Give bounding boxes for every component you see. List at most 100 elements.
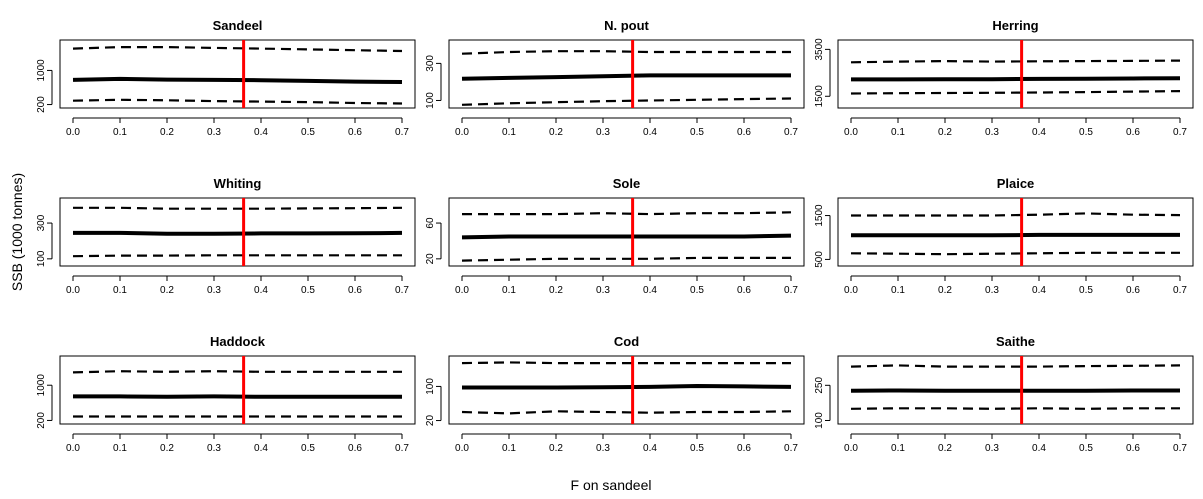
x-tick-label: 0.1 bbox=[113, 127, 127, 138]
x-tick-label: 0.7 bbox=[1173, 443, 1187, 454]
y-tick-label: 100 bbox=[36, 250, 47, 267]
x-tick-label: 0.4 bbox=[254, 443, 268, 454]
x-tick-label: 0.7 bbox=[784, 127, 798, 138]
x-tick-label: 0.0 bbox=[455, 285, 469, 296]
x-tick-label: 0.2 bbox=[160, 285, 174, 296]
x-tick-label: 0.4 bbox=[643, 285, 657, 296]
x-tick-label: 0.5 bbox=[301, 285, 315, 296]
series-line-median bbox=[73, 230, 403, 236]
x-tick-label: 0.0 bbox=[455, 443, 469, 454]
x-tick-label: 0.7 bbox=[784, 443, 798, 454]
y-tick-label: 60 bbox=[425, 217, 436, 229]
series-line-lower-bound bbox=[461, 410, 792, 415]
y-tick-label: 300 bbox=[425, 55, 436, 72]
panel-saithe: Saithe 0.0 0.1 0.2 0.3 0.4 0.5 0.6 0.7 100 250 bbox=[814, 334, 1194, 454]
y-axis-title: SSB (1000 tonnes) bbox=[9, 173, 25, 291]
x-tick-label: 0.5 bbox=[690, 285, 704, 296]
x-tick-label: 0.2 bbox=[938, 127, 952, 138]
x-tick-label: 0.1 bbox=[502, 443, 516, 454]
x-tick-label: 0.5 bbox=[1079, 285, 1093, 296]
series-line-lower-bound bbox=[461, 256, 791, 262]
x-tick-label: 0.6 bbox=[1126, 127, 1140, 138]
x-tick-label: 0.2 bbox=[549, 443, 563, 454]
panel-title: Sole bbox=[613, 176, 640, 191]
x-tick-label: 0.7 bbox=[395, 127, 409, 138]
x-tick-label: 0.6 bbox=[348, 285, 362, 296]
x-tick-label: 0.2 bbox=[938, 285, 952, 296]
x-tick-label: 0.5 bbox=[1079, 443, 1093, 454]
x-tick-label: 0.3 bbox=[596, 443, 610, 454]
x-tick-label: 0.1 bbox=[891, 127, 905, 138]
x-tick-label: 0.0 bbox=[844, 127, 858, 138]
x-tick-label: 0.5 bbox=[301, 127, 315, 138]
x-tick-label: 0.0 bbox=[844, 443, 858, 454]
series-line-lower-bound bbox=[72, 254, 402, 258]
y-tick-label: 250 bbox=[814, 377, 825, 394]
x-tick-label: 0.5 bbox=[301, 443, 315, 454]
x-tick-label: 0.6 bbox=[1126, 443, 1140, 454]
series-line-upper-bound bbox=[72, 370, 402, 374]
plot-frame bbox=[59, 355, 416, 425]
x-tick-label: 0.1 bbox=[113, 443, 127, 454]
x-tick-label: 0.6 bbox=[737, 443, 751, 454]
x-tick-label: 0.3 bbox=[207, 443, 221, 454]
x-tick-label: 0.6 bbox=[737, 285, 751, 296]
x-tick-label: 0.4 bbox=[1032, 127, 1046, 138]
plot-frame bbox=[837, 39, 1194, 109]
x-tick-label: 0.1 bbox=[891, 285, 905, 296]
plot-frame bbox=[59, 197, 416, 267]
panel-sandeel: Sandeel 0.0 0.1 0.2 0.3 0.4 0.5 0.6 0.7 200 1000 bbox=[36, 18, 416, 138]
y-tick-label: 20 bbox=[425, 253, 436, 265]
x-tick-label: 0.0 bbox=[66, 127, 80, 138]
x-tick-label: 0.5 bbox=[690, 443, 704, 454]
panel-cod: Cod 0.0 0.1 0.2 0.3 0.4 0.5 0.6 0.7 20 100 bbox=[425, 334, 805, 454]
x-tick-label: 0.4 bbox=[254, 127, 268, 138]
panel-title: Plaice bbox=[997, 176, 1035, 191]
series-line-lower-bound bbox=[461, 97, 792, 106]
x-tick-label: 0.3 bbox=[596, 285, 610, 296]
x-tick-label: 0.3 bbox=[207, 127, 221, 138]
x-axis-title: F on sandeel bbox=[571, 477, 652, 493]
plot-frame bbox=[448, 197, 805, 267]
x-tick-label: 0.3 bbox=[207, 285, 221, 296]
x-tick-label: 0.0 bbox=[66, 443, 80, 454]
series-line-median bbox=[851, 76, 1181, 82]
x-tick-label: 0.1 bbox=[502, 285, 516, 296]
panel-title: Saithe bbox=[996, 334, 1035, 349]
x-tick-label: 0.7 bbox=[395, 443, 409, 454]
x-tick-label: 0.6 bbox=[348, 443, 362, 454]
x-tick-label: 0.2 bbox=[160, 443, 174, 454]
y-tick-label: 300 bbox=[36, 214, 47, 231]
x-tick-label: 0.0 bbox=[455, 127, 469, 138]
y-tick-label: 1000 bbox=[36, 374, 47, 397]
series-line-median bbox=[72, 76, 403, 84]
x-tick-label: 0.7 bbox=[1173, 127, 1187, 138]
x-tick-label: 0.3 bbox=[985, 127, 999, 138]
x-tick-label: 0.2 bbox=[938, 443, 952, 454]
x-tick-label: 0.4 bbox=[643, 127, 657, 138]
panel-haddock: Haddock 0.0 0.1 0.2 0.3 0.4 0.5 0.6 0.7 200 1000 bbox=[36, 334, 416, 454]
panel-sole: Sole 0.0 0.1 0.2 0.3 0.4 0.5 0.6 0.7 20 60 bbox=[425, 176, 805, 296]
x-tick-label: 0.1 bbox=[113, 285, 127, 296]
plot-frame bbox=[837, 355, 1194, 425]
x-tick-label: 0.4 bbox=[254, 285, 268, 296]
series-line-upper-bound bbox=[72, 45, 403, 53]
series-line-upper-bound bbox=[462, 211, 792, 216]
x-tick-label: 0.2 bbox=[549, 285, 563, 296]
x-tick-label: 0.3 bbox=[985, 443, 999, 454]
series-line-upper-bound bbox=[461, 361, 791, 365]
y-tick-label: 1500 bbox=[814, 204, 825, 227]
y-tick-label: 100 bbox=[425, 378, 436, 395]
x-tick-label: 0.6 bbox=[737, 127, 751, 138]
series-line-lower-bound bbox=[850, 407, 1180, 410]
series-line-upper-bound bbox=[461, 50, 791, 55]
series-line-upper-bound bbox=[851, 212, 1181, 217]
panel-title: Haddock bbox=[210, 334, 266, 349]
series-line-median bbox=[461, 233, 792, 240]
x-tick-label: 0.3 bbox=[596, 127, 610, 138]
panels-grid: Sandeel 0.0 0.1 0.2 0.3 0.4 0.5 0.6 0.7 200 1000 N.… bbox=[36, 18, 1194, 454]
panel-plaice: Plaice 0.0 0.1 0.2 0.3 0.4 0.5 0.6 0.7 500 1500 bbox=[814, 176, 1194, 296]
x-tick-label: 0.5 bbox=[1079, 127, 1093, 138]
x-tick-label: 0.2 bbox=[160, 127, 174, 138]
y-tick-label: 1500 bbox=[814, 85, 825, 108]
